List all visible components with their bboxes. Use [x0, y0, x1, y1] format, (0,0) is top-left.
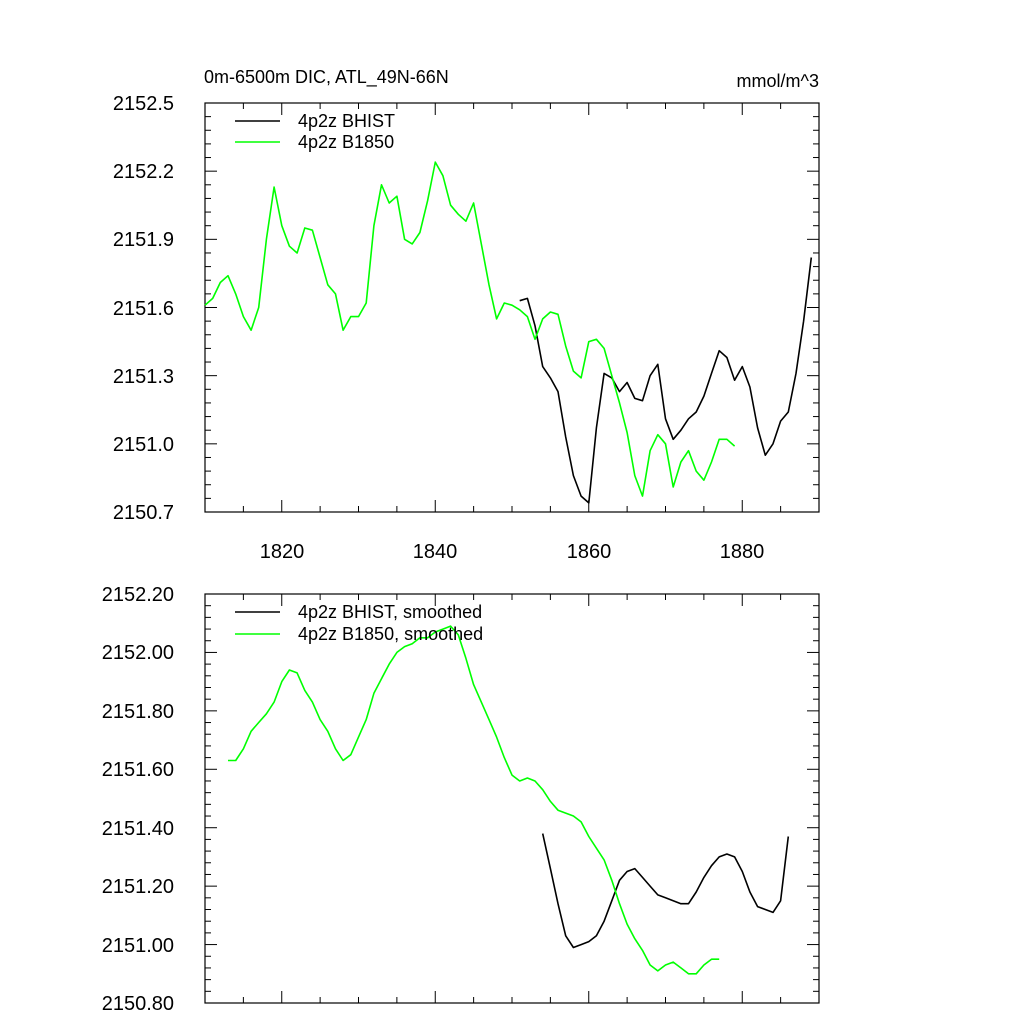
bottom-series-lines [228, 625, 790, 975]
y-tick-label: 2151.80 [102, 701, 174, 723]
top-y-axis-labels: 2150.7 2151.0 2151.3 2151.6 2151.9 2152.… [113, 93, 174, 524]
series-line-4p2z-bhist [519, 257, 813, 504]
y-tick-label: 2151.9 [113, 229, 174, 251]
y-tick-label: 2152.5 [113, 93, 174, 115]
x-tick-label: 1860 [567, 541, 612, 563]
y-tick-label: 2152.00 [102, 642, 174, 664]
y-tick-label: 2151.40 [102, 818, 174, 840]
legend-label-bhist-smoothed: 4p2z BHIST, smoothed [298, 602, 482, 622]
legend-label-bhist: 4p2z BHIST [298, 111, 395, 131]
y-tick-label: 2151.3 [113, 366, 174, 388]
top-series-lines [204, 161, 813, 504]
y-tick-label: 2152.2 [113, 161, 174, 183]
top-x-axis-labels: 1820 1840 1860 1880 [260, 541, 765, 563]
y-tick-label: 2151.6 [113, 298, 174, 320]
top-panel-title: 0m-6500m DIC, ATL_49N-66N [204, 67, 449, 88]
bottom-axis-ticks [205, 593, 819, 1004]
bottom-plot-frame [204, 593, 820, 1004]
y-tick-label: 2150.80 [102, 993, 174, 1015]
legend-label-b1850-smoothed: 4p2z B1850, smoothed [298, 624, 483, 644]
top-legend: 4p2z BHIST 4p2z B1850 [235, 111, 395, 152]
series-line-4p2z-bhist-smoothed [541, 833, 790, 949]
y-tick-label: 2151.0 [113, 434, 174, 456]
top-axis-ticks [205, 102, 819, 513]
top-panel-units: mmol/m^3 [737, 71, 819, 91]
x-tick-label: 1820 [260, 541, 305, 563]
bottom-y-axis-labels: 2150.80 2151.00 2151.20 2151.40 2151.60 … [102, 584, 174, 1015]
x-tick-label: 1880 [720, 541, 765, 563]
bottom-panel: 2150.80 2151.00 2151.20 2151.40 2151.60 … [102, 584, 820, 1015]
y-tick-label: 2151.60 [102, 759, 174, 781]
bottom-legend: 4p2z BHIST, smoothed 4p2z B1850, smoothe… [235, 602, 483, 644]
top-panel: 0m-6500m DIC, ATL_49N-66N mmol/m^3 2150.… [113, 67, 820, 563]
series-line-4p2z-b1850 [204, 161, 736, 497]
x-tick-label: 1840 [413, 541, 458, 563]
y-tick-label: 2152.20 [102, 584, 174, 606]
top-plot-frame [204, 102, 820, 513]
y-tick-label: 2150.7 [113, 502, 174, 524]
y-tick-label: 2151.20 [102, 876, 174, 898]
legend-label-b1850: 4p2z B1850 [298, 132, 394, 152]
y-tick-label: 2151.00 [102, 935, 174, 957]
series-line-4p2z-b1850-smoothed [228, 625, 720, 975]
